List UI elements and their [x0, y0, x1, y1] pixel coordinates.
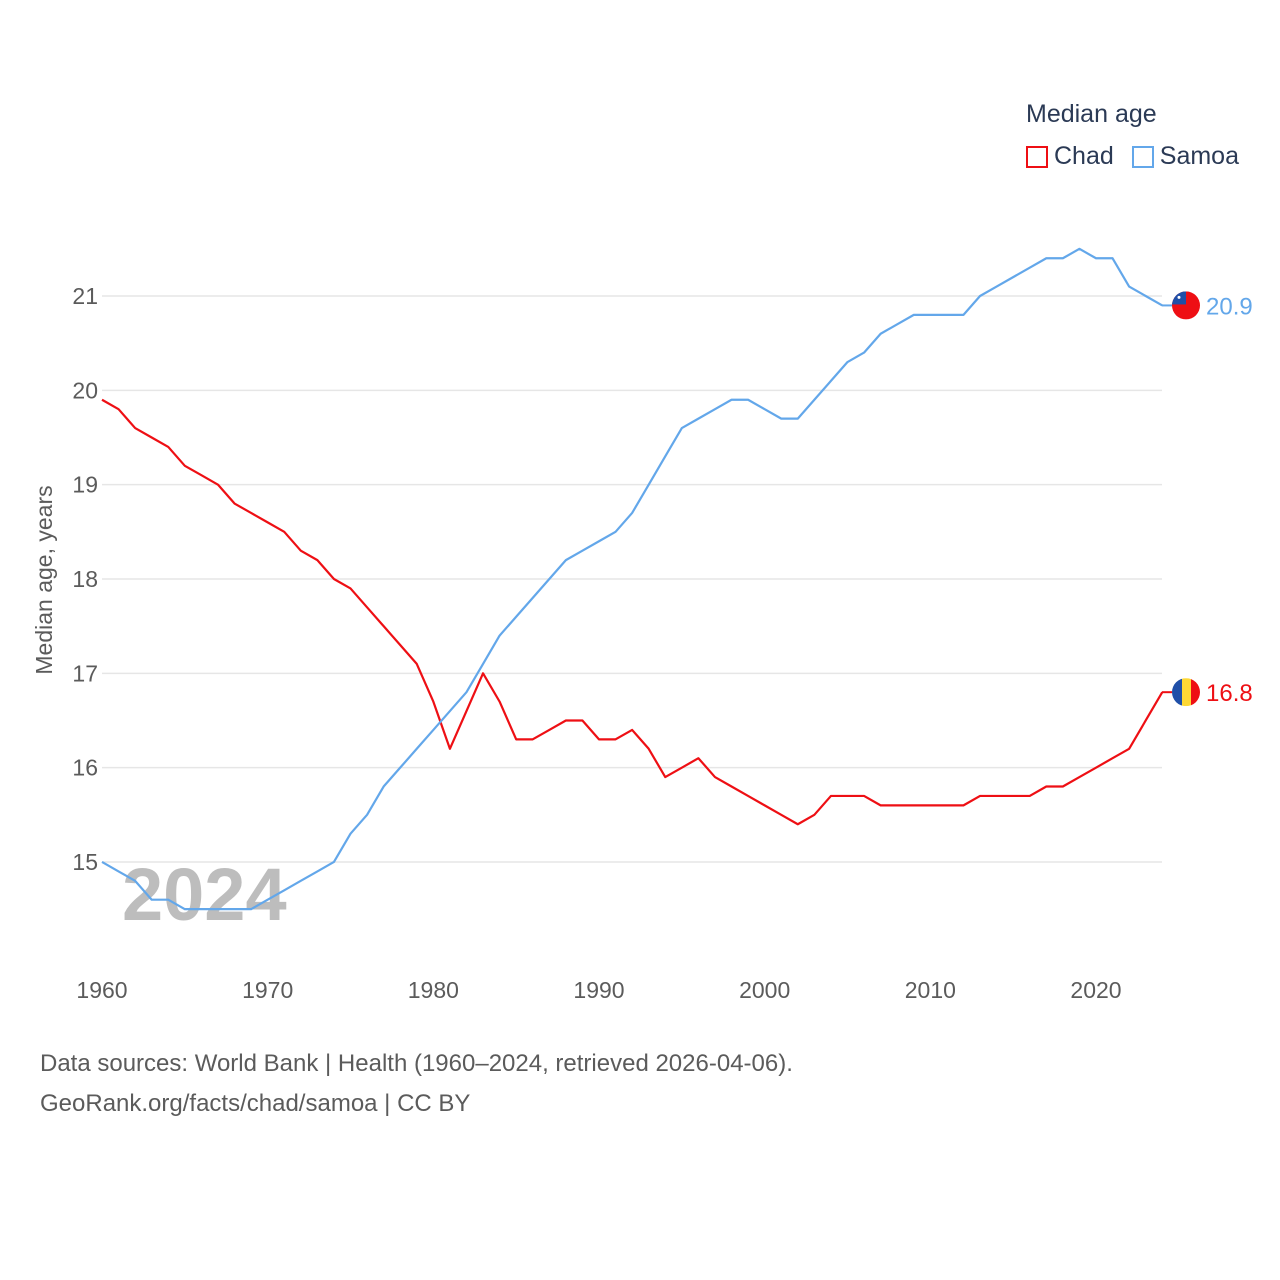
series-lines: [101, 247, 1164, 911]
flag-stripe: [1172, 678, 1182, 707]
chad-flag-icon: [1172, 678, 1200, 707]
flag-body: [1172, 291, 1200, 320]
y-tick-label: 16: [72, 755, 98, 781]
end-value-label: 16.8: [1206, 680, 1253, 707]
source-line: Data sources: World Bank | Health (1960–…: [40, 1050, 793, 1077]
credit-line: GeoRank.org/facts/chad/samoa | CC BY: [40, 1090, 471, 1117]
legend-swatch: [1131, 145, 1154, 168]
x-tick-label: 1970: [242, 977, 293, 1003]
x-tick-label: 2020: [1070, 977, 1121, 1003]
legend-title: Median age: [1026, 100, 1157, 128]
year-watermark: 2024: [122, 853, 287, 936]
y-tick-label: 21: [72, 283, 98, 309]
flag-stripe: [1191, 678, 1200, 707]
source-note: Data sources: World Bank | Health (1960–…: [40, 1044, 793, 1124]
x-tick-label: 1960: [76, 977, 127, 1003]
legend-item-samoa[interactable]: Samoa: [1131, 142, 1239, 171]
series-line-chad: [101, 398, 1164, 826]
y-tick-label: 18: [72, 566, 98, 592]
y-tick-label: 15: [72, 849, 98, 875]
legend-swatch: [1026, 145, 1048, 168]
x-tick-label: 1980: [408, 977, 459, 1003]
x-axis-ticks: 1960 1970 1980 1990 2000 2010 2020: [76, 977, 1121, 1003]
end-value-label: 20.9: [1206, 293, 1253, 320]
legend-label: Samoa: [1159, 142, 1239, 170]
y-tick-label: 19: [72, 472, 98, 498]
x-tick-label: 1990: [573, 977, 624, 1003]
gridlines: [102, 295, 1162, 863]
legend-label: Chad: [1054, 142, 1114, 170]
flag-body: [1172, 678, 1200, 707]
flag-star: [1177, 295, 1181, 299]
legend: Chad Samoa: [1026, 142, 1239, 171]
y-axis-ticks: 15 16 17 18 19 20 21: [72, 283, 98, 875]
end-markers: 16.8 20.9: [1162, 291, 1253, 707]
y-tick-label: 20: [72, 377, 98, 403]
y-axis-label: Median age, years: [31, 485, 57, 674]
series-line-samoa: [101, 247, 1163, 911]
samoa-flag-icon: [1172, 291, 1200, 320]
x-tick-label: 2000: [739, 977, 790, 1003]
flag-stripe: [1182, 678, 1191, 707]
y-tick-label: 17: [72, 660, 98, 686]
legend-item-chad[interactable]: Chad: [1026, 142, 1114, 171]
x-tick-label: 2010: [905, 977, 956, 1003]
